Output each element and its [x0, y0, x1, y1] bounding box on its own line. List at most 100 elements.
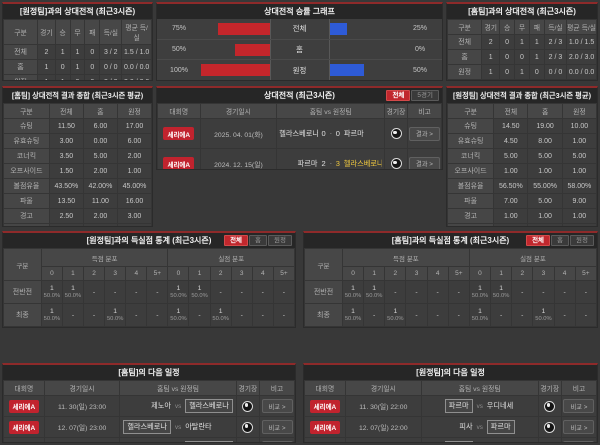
stadium-icon[interactable]: [242, 421, 254, 433]
filter-tab-all[interactable]: 전체: [224, 235, 249, 246]
stat-value: 11.50: [48, 118, 84, 134]
league-badge: 세리에A: [309, 441, 341, 442]
dist-cell: -: [490, 303, 513, 327]
stat-value: -: [48, 223, 84, 226]
bin-header: 2: [83, 265, 106, 282]
h2h-home-panel: [원정팀]과의 상대전적 (최근3시즌) 구분 경기 승 무 패 득/실 평균 …: [2, 2, 153, 81]
result-button[interactable]: 결과 >: [408, 126, 440, 141]
stat-label: 볼점유율: [3, 178, 50, 194]
table-row: 홈 1 0 0 1 2 / 3 2.0 / 3.0: [447, 49, 597, 65]
stat-value: 2.50: [48, 208, 84, 224]
cell: 피사 vs 파르마: [420, 416, 539, 438]
cell: 1: [69, 59, 86, 75]
filter-tab-home[interactable]: 홈: [249, 235, 268, 246]
stat-value: 6.00: [116, 133, 152, 149]
table-row: 파울 7.00 5.00 9.00: [447, 193, 597, 209]
table-row: 오프사이드 1.00 1.00 1.00: [447, 163, 597, 179]
cell: 1: [54, 74, 71, 80]
cell: 세리에A: [304, 395, 346, 417]
cell: 2: [481, 34, 501, 50]
stat-label: 파울: [3, 193, 50, 209]
compare-button[interactable]: 비교 >: [261, 399, 293, 413]
cell: [235, 395, 261, 417]
league-badge: 세리에A: [8, 399, 40, 413]
row-label: 최종: [304, 303, 343, 327]
panel-title-text: [원정팀]과의 득실점 통계 (최근3시즌): [86, 236, 212, 245]
dist-cell: -: [146, 280, 169, 305]
dist-cell: 1 50.0%: [209, 303, 232, 327]
dist-cell: -: [384, 280, 407, 305]
bin-header: 3: [104, 265, 127, 282]
winrate-graph: 75% 전체 25% 50% 홈 0% 100% 원정 50%: [157, 19, 442, 80]
cell: 1: [481, 64, 501, 80]
stadium-icon[interactable]: [390, 158, 402, 169]
compare-button[interactable]: 비교 >: [261, 441, 293, 442]
match-teams: 파르마 vs 라치오: [422, 441, 538, 442]
stat-label: 코너킥: [447, 148, 495, 164]
dist-cell: -: [511, 303, 534, 327]
cell: [537, 437, 562, 444]
cell: 비교 >: [560, 416, 597, 438]
away-bar-zone: [329, 60, 399, 80]
home-winrate-bar: [218, 22, 270, 35]
home-team-name: 파르마: [424, 399, 473, 413]
stadium-icon[interactable]: [242, 400, 254, 412]
filter-tab-home[interactable]: 홈: [551, 235, 570, 246]
match-datetime: 12. 14(일) 23:00: [43, 437, 121, 442]
match-teams: 헬라스베로나 0 - 0 파르마: [277, 129, 384, 139]
stadium-icon[interactable]: [390, 128, 402, 139]
cell: 1: [514, 34, 530, 50]
conceded-group-header: 실점 분포: [167, 248, 295, 267]
row-label: 전체: [3, 44, 39, 60]
cell: 0: [499, 64, 516, 80]
col-header: 경기: [481, 19, 501, 35]
compare-button[interactable]: 비교 >: [563, 420, 595, 434]
bin-header: 4: [125, 265, 148, 282]
compare-button[interactable]: 비교 >: [563, 399, 595, 413]
cell: [235, 437, 261, 444]
home-team-name: 파르마: [424, 441, 473, 442]
filter-tab-away[interactable]: 원정: [570, 235, 594, 246]
dist-cell: 1 50.0%: [490, 280, 513, 305]
filter-tab-all[interactable]: 전체: [526, 235, 551, 246]
cell: 3.0 / 2.0: [121, 74, 152, 80]
match-datetime: 11. 30(일) 22:00: [344, 395, 422, 417]
compare-button[interactable]: 비교 >: [261, 420, 293, 434]
match-datetime: 2025. 04. 01(화): [199, 118, 278, 149]
cell: 0: [528, 64, 545, 80]
cell: 헬라스베로나 vs 아탈란타: [119, 416, 237, 438]
cell: 세리에A: [3, 437, 45, 442]
panel-title: [홈팀]과의 득실점 통계 (최근3시즌) 전체 홈 원정: [304, 233, 597, 248]
dist-cell: 1 50.0%: [167, 280, 190, 305]
league-badge: 세리에A: [163, 127, 195, 140]
stadium-icon[interactable]: [544, 443, 555, 444]
col-header: 경기: [37, 19, 56, 45]
table-header-row: 구분 득점 분포 실점 분포: [3, 247, 295, 282]
dist-cell: 1 50.0%: [363, 280, 386, 305]
stadium-icon[interactable]: [544, 400, 556, 412]
schedule-row: 세리에A 12. 07(일) 23:00 헬라스베로나 vs 아탈란타 비교 >: [3, 416, 295, 438]
cell: [384, 148, 408, 169]
cell: 세리에A: [3, 416, 45, 438]
away-team-name: 아탈란타: [185, 422, 212, 431]
result-button[interactable]: 결과 >: [408, 156, 440, 169]
cell: 세리에A: [3, 395, 45, 417]
home-winrate-bar: [201, 64, 270, 77]
filter-tab-all[interactable]: 전체: [386, 90, 411, 101]
stadium-icon[interactable]: [242, 443, 253, 444]
table-row: 최종 1 50.0% - 1 50.0% - - - 1 50.0% - - 1 50.…: [304, 303, 597, 327]
dist-cell: -: [251, 280, 274, 305]
filter-tab-away[interactable]: 원정: [268, 235, 292, 246]
compare-button[interactable]: 비교 >: [563, 441, 595, 442]
col-header: 경기장: [235, 380, 261, 396]
filter-tab-last5[interactable]: 5경기: [411, 90, 439, 101]
stat-value: 1.00: [493, 208, 529, 224]
stat-label: 슈팅: [447, 118, 495, 134]
cell: 세리에A: [304, 437, 346, 442]
dist-cell: -: [426, 303, 449, 327]
away-team-name: 헬라스베로나: [185, 441, 234, 442]
stat-value: 17.00: [116, 118, 152, 134]
home-winrate-pct: 75%: [171, 25, 186, 33]
stadium-icon[interactable]: [544, 421, 556, 433]
col-header: 구분: [3, 247, 42, 282]
